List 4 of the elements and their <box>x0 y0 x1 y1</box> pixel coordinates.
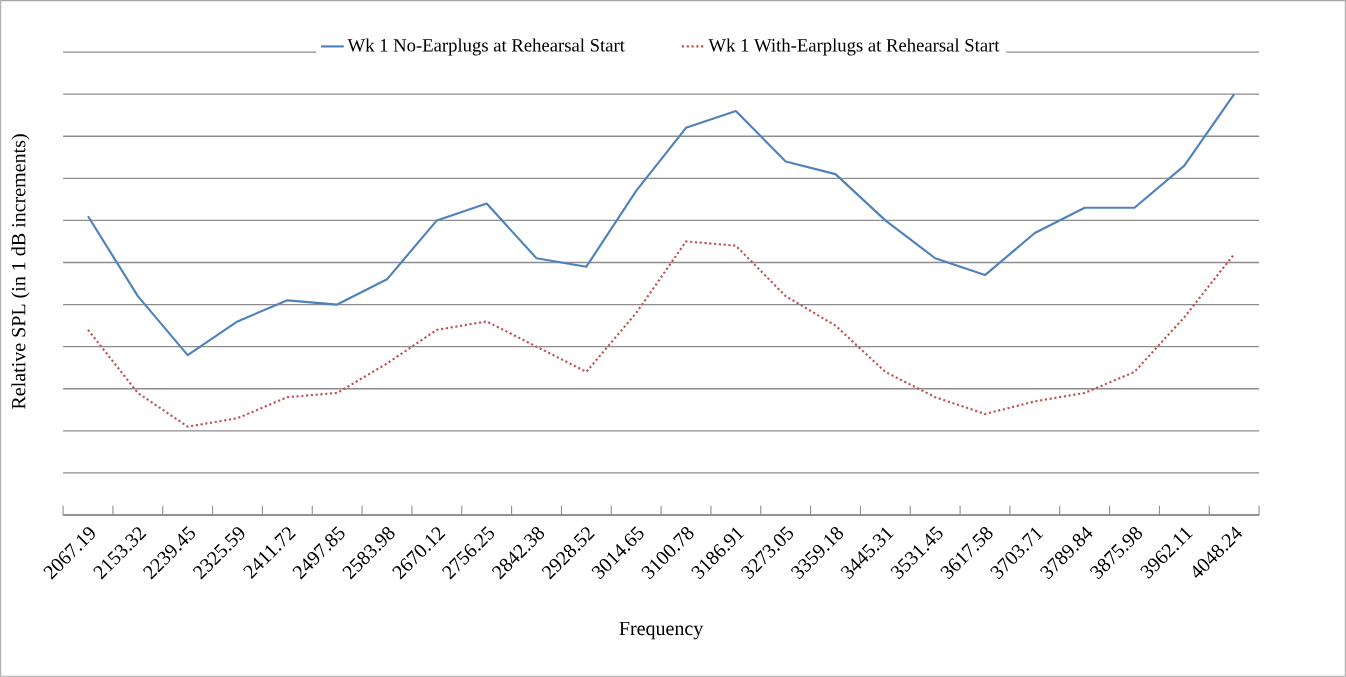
legend-label: Wk 1 With-Earplugs at Rehearsal Start <box>708 38 1000 56</box>
x-axis-title: Frequency <box>619 621 704 640</box>
legend-label: Wk 1 No-Earplugs at Rehearsal Start <box>347 38 625 56</box>
y-axis-title: Relative SPL (in 1 dB increments) <box>11 134 30 409</box>
